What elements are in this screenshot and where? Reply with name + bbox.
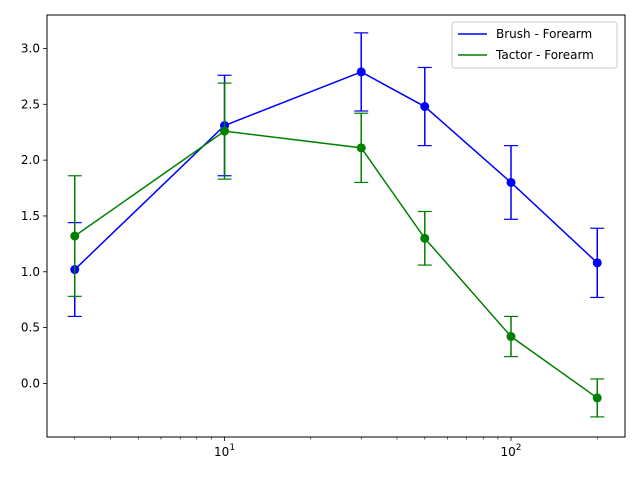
series-0 [67, 32, 605, 318]
series-line [74, 130, 598, 399]
y-tick-label: 0.5 [21, 321, 40, 335]
data-point [506, 177, 516, 187]
series-1 [67, 82, 605, 418]
data-point [420, 102, 430, 112]
y-tick-label: 0.0 [21, 376, 40, 390]
data-point [356, 67, 366, 77]
y-tick-label: 1.0 [21, 265, 40, 279]
x-tick-label-exponent: 1 [229, 443, 235, 453]
data-point [420, 233, 430, 243]
legend: Brush - Forearm Tactor - Forearm [451, 21, 618, 69]
y-tick-label: 1.5 [21, 209, 40, 223]
data-point [592, 393, 602, 403]
plot-frame [46, 14, 626, 438]
legend-item: Brush - Forearm [458, 27, 592, 41]
x-tick-label-base: 10 [214, 445, 229, 459]
legend-label: Brush - Forearm [496, 27, 592, 41]
x-tick-label-base: 10 [500, 445, 515, 459]
data-point [506, 332, 516, 342]
data-point [356, 143, 366, 153]
plot-marks [67, 32, 605, 418]
series-line [74, 71, 598, 271]
legend-item: Tactor - Forearm [458, 48, 594, 62]
y-tick-label: 2.0 [21, 153, 40, 167]
y-tick-label: 2.5 [21, 97, 40, 111]
legend-label: Tactor - Forearm [495, 48, 594, 62]
x-tick-label: 102 [500, 443, 521, 459]
x-tick-label: 101 [214, 443, 235, 459]
y-tick-label: 3.0 [21, 41, 40, 55]
data-point [592, 258, 602, 268]
legend-box [451, 21, 618, 69]
data-point [70, 231, 80, 241]
data-point [220, 126, 230, 136]
x-tick-label-exponent: 2 [516, 443, 522, 453]
